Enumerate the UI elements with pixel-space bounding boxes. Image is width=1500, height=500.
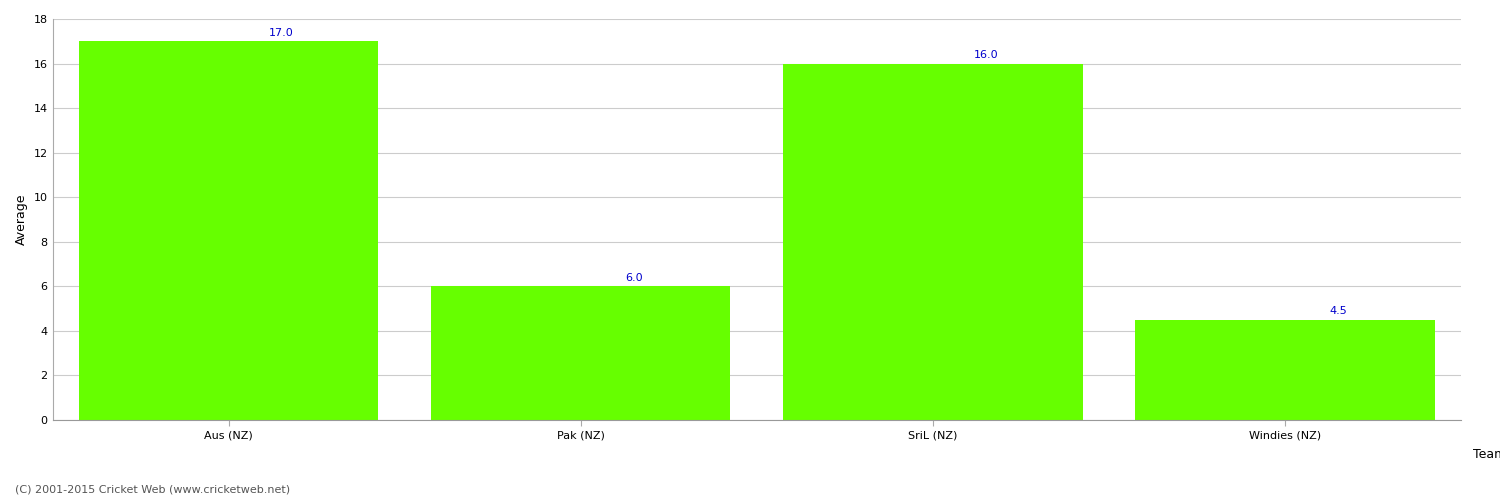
Text: 16.0: 16.0 [974, 50, 998, 60]
Text: 17.0: 17.0 [268, 28, 294, 38]
Text: 4.5: 4.5 [1329, 306, 1347, 316]
Text: (C) 2001-2015 Cricket Web (www.cricketweb.net): (C) 2001-2015 Cricket Web (www.cricketwe… [15, 485, 290, 495]
Bar [80, 42, 378, 420]
Bar [1136, 320, 1436, 420]
Text: 6.0: 6.0 [626, 273, 642, 283]
Bar [430, 286, 730, 420]
Y-axis label: Average: Average [15, 194, 28, 246]
X-axis label: Team: Team [1473, 448, 1500, 461]
Bar [783, 64, 1083, 420]
